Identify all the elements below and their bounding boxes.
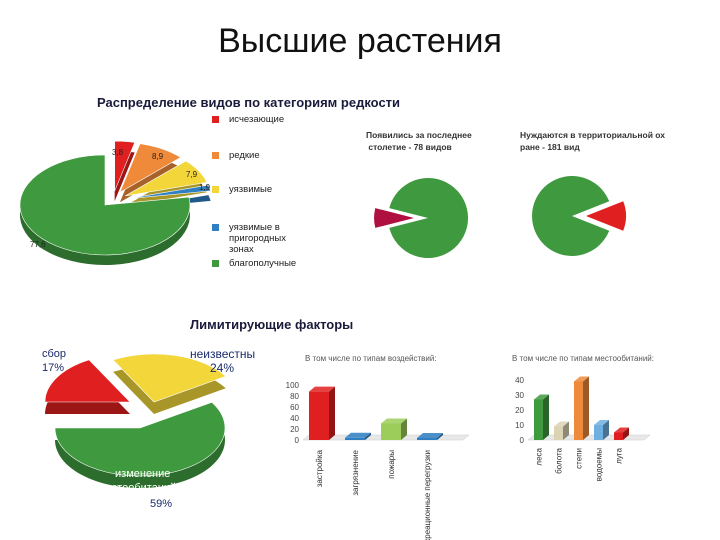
limiting-slice-value: 24% [210,361,234,375]
impact-bar-top [345,432,371,438]
impact-category-label: рекреационные перегрузки [423,450,432,540]
page-title: Высшие растения [218,22,502,60]
impact-category-label: пожары [387,450,396,479]
habitat-tick-label: 30 [515,391,524,400]
limiting-slice-1 [112,353,227,403]
habitat-bar [534,399,543,440]
limiting-slice-name: изменение [115,468,170,480]
protection-pie-slice-small [586,201,626,231]
rarity-slice-label: 3,8 [112,148,124,157]
legend-swatch [212,224,219,231]
habitat-bar-side [563,421,569,440]
impact-bar [381,423,401,440]
limiting-slice-2 [54,401,226,477]
habitat-category-label: луга [615,447,624,463]
habitat-tick-label: 0 [520,436,525,445]
habitat-tick-label: 20 [515,406,524,415]
new-century-pie-title: Появились за последнее столетие - 78 вид… [366,130,472,152]
limiting-slice-name: сбор [42,348,66,360]
rarity-slice-vulnerable-suburban [126,184,211,200]
habitat-bar-side [603,420,609,440]
impact-tick-label: 100 [286,381,300,390]
habitat-bar [554,426,563,440]
habitat-bar-top [534,394,549,400]
impact-title: В том числе по типам воздействий: [305,354,437,363]
habitat-category-label: водоемы [595,448,604,482]
limiting-slice-value: 59% [150,498,172,510]
habitat-bar [614,432,623,440]
legend-label-line: зонах [229,244,254,255]
impact-category-label: застройка [315,449,324,487]
impact-category-label: загрязнение [351,449,360,495]
new-century-pie-slice-main [389,178,469,258]
legend-label: уязвимые [229,184,272,195]
impact-bar-side [329,386,335,440]
habitat-bar [594,425,603,440]
habitat-tick-label: 40 [515,376,524,385]
legend-swatch [212,260,219,267]
impact-bar [309,391,329,440]
impact-tick-label: 80 [290,392,299,401]
impact-bar-top [309,386,335,392]
protection-pie-slice-main [531,175,610,257]
rarity-section-title: Распределение видов по категориям редкос… [97,95,401,110]
rarity-slice-label: 8,9 [152,152,164,161]
limiting-section-title: Лимитирующие факторы [190,317,354,332]
legend-label-line: пригородных [229,233,286,244]
impact-tick-label: 0 [295,436,300,445]
limiting-slice-0 [44,359,131,403]
rarity-slice-endangered [114,140,136,192]
impact-bar-side [365,432,371,440]
rarity-slice-label: 7,9 [186,170,198,179]
rarity-slice-safe [19,154,191,256]
rarity-slice-label: 1,9 [199,183,211,192]
rarity-slice-vulnerable [124,160,208,197]
impact-tick-label: 40 [290,414,299,423]
habitat-category-label: степи [575,448,584,469]
rarity-slice-rare [119,143,182,194]
legend-swatch [212,152,219,159]
protection-pie-title: Нуждаются в территориальной ох ране - 181… [520,130,665,152]
habitat-bar-top [554,421,569,427]
legend-label-line: уязвимые в [229,222,280,233]
habitat-category-label: леса [535,447,544,465]
habitat-bar-top [614,427,629,433]
legend-swatch [212,116,219,123]
legend-label: исчезающие [229,114,284,125]
impact-bar-top [381,418,407,424]
habitat-bar [574,381,583,440]
limiting-slice-name: местообитаний [98,482,176,494]
impact-tick-label: 20 [290,425,299,434]
legend-swatch [212,186,219,193]
new-century-pie-slice-small [374,208,414,228]
impact-bar-side [437,433,443,440]
habitat-bar-side [543,394,549,440]
impact-bar [417,438,437,440]
habitat-tick-label: 10 [515,421,524,430]
limiting-slice-name: неизвестны [190,347,255,361]
impact-bar [345,437,365,440]
legend-label: редкие [229,150,260,161]
habitat-bar-top [594,420,609,425]
impact-bar-top [417,433,443,438]
impact-tick-label: 60 [290,403,299,412]
impact-bar-side [401,418,407,440]
habitat-bar-side [623,427,629,440]
habitat-category-label: болота [555,447,564,473]
habitat-bar-top [574,376,589,382]
legend-label: благополучные [229,258,296,269]
limiting-slice-value: 17% [42,362,64,374]
habitat-bar-side [583,376,589,440]
habitat-title: В том числе по типам местообитаний: [512,354,654,363]
rarity-slice-label: 77,6 [30,240,46,249]
